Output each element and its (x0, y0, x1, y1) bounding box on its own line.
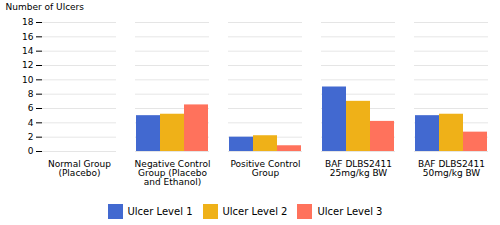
svg-text:Normal Group(Placebo): Normal Group(Placebo) (48, 159, 111, 178)
svg-text:8: 8 (28, 89, 34, 99)
svg-text:16: 16 (22, 32, 34, 42)
html-text:Ulcer Level 1: Ulcer Level 1 (127, 206, 193, 217)
svg-text:BAF DLBS241150mg/kg BW: BAF DLBS241150mg/kg BW (418, 159, 485, 178)
svg-text:6: 6 (28, 103, 34, 113)
html-text:Ulcer Level 2: Ulcer Level 2 (222, 206, 288, 217)
svg-text:Negative ControlGroup (Placebo: Negative ControlGroup (Placeboand Ethano… (135, 159, 211, 187)
svg-text:10: 10 (22, 75, 34, 85)
svg-text:14: 14 (22, 46, 34, 56)
svg-text:Positive ControlGroup: Positive ControlGroup (230, 159, 300, 178)
svg-text:0: 0 (28, 146, 34, 156)
svg-text:Number of Ulcers: Number of Ulcers (6, 2, 85, 12)
svg-text:4: 4 (28, 118, 34, 128)
svg-text:18: 18 (22, 17, 34, 27)
html-text:Ulcer Level 3: Ulcer Level 3 (317, 206, 383, 217)
svg-text:2: 2 (28, 132, 34, 142)
svg-text:12: 12 (22, 60, 33, 70)
svg-text:BAF DLBS241125mg/kg BW: BAF DLBS241125mg/kg BW (325, 159, 392, 178)
